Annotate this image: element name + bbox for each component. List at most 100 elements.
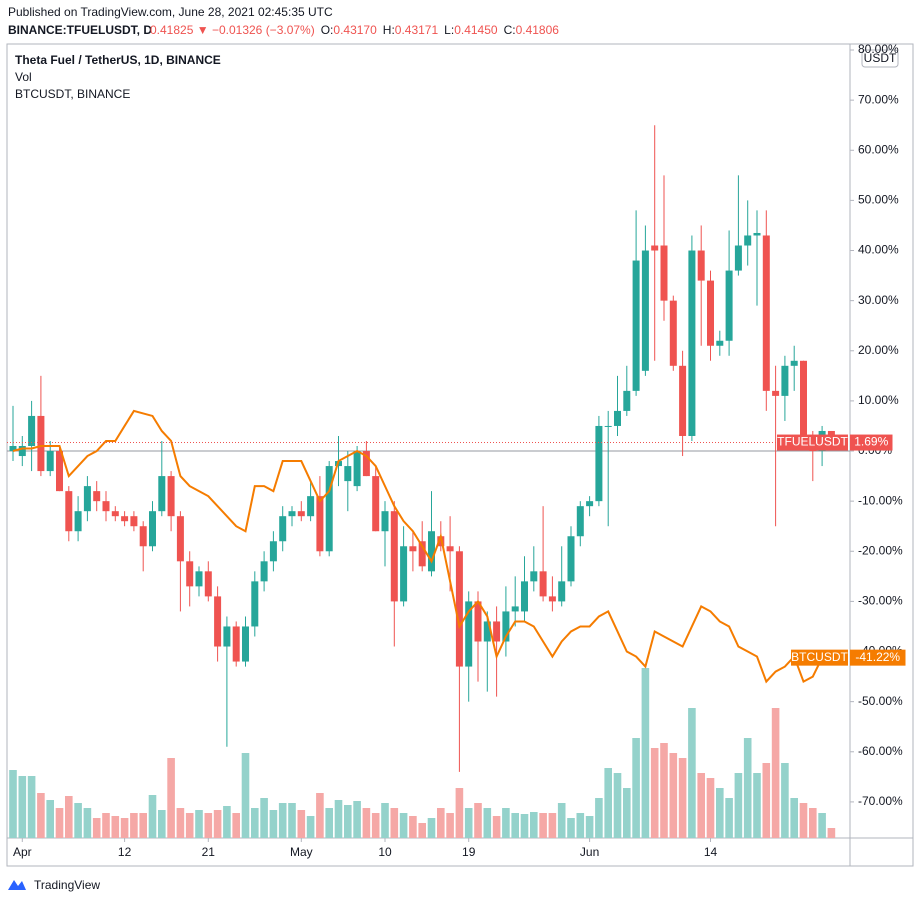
volume-bar <box>613 773 622 838</box>
volume-bar <box>437 808 445 838</box>
volume-bar <box>716 788 724 838</box>
volume-bar <box>111 816 120 838</box>
candle-body <box>46 451 54 472</box>
volume-bar <box>120 818 129 838</box>
y-tick-label: -70.00% <box>858 794 903 808</box>
volume-bar <box>74 803 82 838</box>
volume-bar <box>344 805 352 838</box>
volume-bar <box>511 813 519 838</box>
y-tick-label: -10.00% <box>858 493 903 507</box>
currency-box[interactable] <box>861 49 899 68</box>
volume-bar <box>46 800 54 838</box>
candle-body <box>158 476 166 512</box>
candle-body <box>9 446 17 452</box>
volume-bar <box>399 813 408 838</box>
volume-bar <box>65 796 73 838</box>
ohlc-value: 0.43171 <box>395 23 439 37</box>
candle-body <box>362 451 370 477</box>
y-tick-label: 40.00% <box>858 243 899 257</box>
candle-body <box>149 511 156 547</box>
volume-bar <box>585 816 594 838</box>
volume-bar <box>278 803 287 838</box>
ohlc-value: 0.41450 <box>454 23 498 37</box>
candle-body <box>707 280 714 346</box>
tag-name: TFUELUSDT <box>777 435 848 449</box>
volume-bar <box>316 793 324 838</box>
volume-bar <box>213 810 222 838</box>
volume-bar <box>669 753 678 838</box>
volume-bar <box>771 708 780 838</box>
volume-bar <box>632 738 640 838</box>
candle-body <box>697 250 705 281</box>
volume-bar <box>306 816 315 838</box>
candle-body <box>493 621 501 642</box>
frame <box>6 43 914 867</box>
quote: 0.41825 ▼ −0.01326 (−3.07%) O:0.43170 H:0.… <box>150 23 559 37</box>
candle-body <box>753 232 761 236</box>
tag-value: 1.69% <box>854 435 888 449</box>
candle-body <box>65 491 73 532</box>
candle-body <box>223 626 231 647</box>
candle-body <box>186 561 194 587</box>
candle-body <box>288 511 296 517</box>
volume-bar <box>269 810 278 838</box>
candle-body <box>56 451 63 492</box>
volume-bar <box>734 773 743 838</box>
candle-body <box>232 626 240 662</box>
y-tick-label: 10.00% <box>858 393 899 407</box>
volume-bar <box>92 818 101 838</box>
candle-body <box>37 415 45 472</box>
candle-body <box>781 365 789 396</box>
volume-bar <box>688 708 696 838</box>
candle-body <box>734 245 742 271</box>
y-tick-label: -30.00% <box>858 594 903 608</box>
candle-body <box>111 511 119 517</box>
volume-bar <box>650 748 659 838</box>
volume-bar <box>176 808 185 838</box>
candle-body <box>530 571 538 582</box>
volume-bar <box>381 803 389 838</box>
tag-value-box <box>850 649 906 666</box>
tag-box <box>777 434 848 451</box>
candle-body <box>409 546 417 552</box>
volume-bar <box>781 763 789 838</box>
volume-bar <box>809 808 817 838</box>
candle-body <box>669 300 677 366</box>
x-tick-label: 21 <box>202 845 216 859</box>
volume-bar <box>623 788 631 838</box>
candle-body <box>679 365 687 436</box>
candle-body <box>604 425 612 427</box>
volume-bar <box>37 793 45 838</box>
candle-body <box>214 596 222 647</box>
volume-bar <box>530 812 538 838</box>
volume-bar <box>130 813 138 838</box>
volume-bar <box>148 795 157 838</box>
brand: TradingView <box>34 878 100 892</box>
candle-body <box>548 596 556 602</box>
tag-box <box>791 649 848 666</box>
y-tick-label: 50.00% <box>858 193 899 207</box>
volume-bar <box>446 813 454 838</box>
candle-body <box>800 360 807 436</box>
volume-bar <box>502 808 510 838</box>
candle-body <box>130 516 138 527</box>
volume-bar <box>818 813 826 838</box>
legend-vol: Vol <box>15 70 32 84</box>
volume-bar <box>455 788 464 838</box>
volume-bar <box>204 813 213 838</box>
y-tick-label: 30.00% <box>858 293 899 307</box>
candle-body <box>176 516 184 562</box>
candle-body <box>725 270 733 341</box>
currency: USDT <box>864 51 897 65</box>
volume-bar <box>464 808 473 838</box>
volume-bar <box>520 814 529 838</box>
ohlc-key: H: <box>383 23 395 37</box>
last: 0.41825 <box>150 23 194 37</box>
volume-bar <box>158 810 166 838</box>
volume-bar <box>409 816 417 838</box>
candle-body <box>632 260 640 391</box>
volume-bar <box>557 803 566 838</box>
candle-body <box>353 451 361 487</box>
volume-bar <box>353 801 361 838</box>
